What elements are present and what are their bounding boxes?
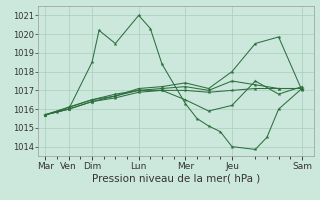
X-axis label: Pression niveau de la mer( hPa ): Pression niveau de la mer( hPa ) [92,173,260,183]
